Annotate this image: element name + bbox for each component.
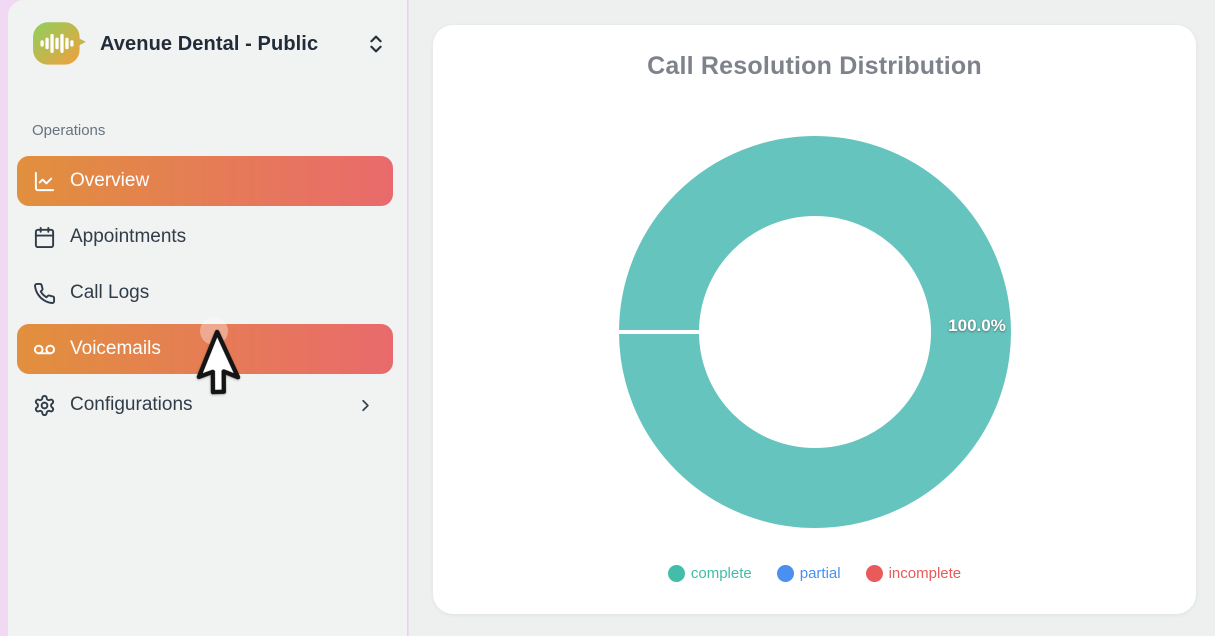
legend-swatch-partial (776, 565, 794, 582)
sidebar-item-label: Appointments (70, 226, 187, 247)
voice-waveform-logo-icon (33, 21, 86, 65)
calendar-icon (34, 226, 55, 248)
gear-icon (34, 394, 55, 416)
sidebar-item-appointments[interactable]: Appointments (17, 212, 393, 262)
legend-item-complete[interactable]: complete (667, 565, 752, 582)
sidebar-nav: Overview Appointments Call Logs Voicemai… (8, 156, 407, 436)
sidebar-item-voicemails[interactable]: Voicemails (17, 324, 393, 374)
legend-swatch-complete (667, 565, 685, 582)
chart-legend: complete partial incomplete (433, 565, 1196, 582)
legend-swatch-incomplete (865, 565, 883, 582)
legend-label: incomplete (888, 565, 962, 582)
sidebar-item-call-logs[interactable]: Call Logs (17, 268, 393, 318)
sidebar-item-label: Call Logs (70, 282, 150, 303)
sidebar: Avenue Dental - Public Operations Overvi… (8, 0, 408, 636)
voicemail-icon (33, 344, 56, 354)
chevron-right-icon (362, 399, 369, 411)
data-label: 100.0% (948, 316, 1006, 335)
chart-line-icon (34, 171, 55, 191)
phone-icon (34, 282, 56, 304)
workspace-switcher[interactable]: Avenue Dental - Public (32, 20, 387, 68)
sidebar-item-label: Voicemails (70, 338, 161, 359)
workspace-name: Avenue Dental - Public (100, 32, 319, 55)
sidebar-item-overview[interactable]: Overview (17, 156, 393, 206)
donut-chart: 100.0% (619, 136, 1011, 528)
chart-title: Call Resolution Distribution (647, 52, 982, 80)
slice-boundary (619, 330, 699, 334)
main-content: Call Resolution Distribution 100.0% comp… (409, 0, 1215, 636)
sidebar-item-configurations[interactable]: Configurations (17, 380, 393, 430)
legend-label: partial (799, 565, 841, 582)
legend-item-incomplete[interactable]: incomplete (865, 565, 962, 582)
sidebar-item-label: Overview (70, 170, 150, 191)
legend-item-partial[interactable]: partial (776, 565, 841, 582)
chevron-up-down-icon[interactable] (365, 31, 387, 57)
legend-label: complete (690, 565, 752, 582)
sidebar-item-label: Configurations (70, 394, 193, 415)
chart-card: Call Resolution Distribution 100.0% comp… (433, 25, 1196, 614)
sidebar-section-label: Operations (32, 122, 106, 139)
